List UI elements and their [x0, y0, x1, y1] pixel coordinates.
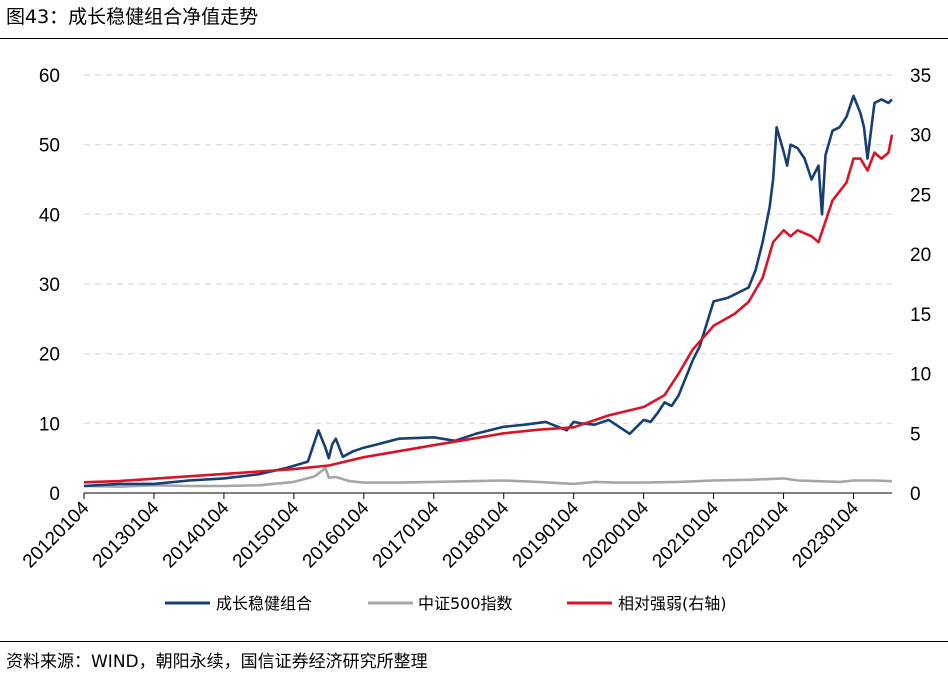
footer-divider: [0, 641, 948, 642]
x-tick-label: 20160104: [299, 497, 374, 572]
x-tick-label: 20120104: [19, 497, 94, 572]
legend-label: 成长稳健组合: [216, 594, 312, 613]
y-axis-left: 0 10 20 30 40 50 60: [39, 66, 60, 505]
x-tick-label: 20180104: [439, 497, 514, 572]
y-right-tick-label: 25: [910, 185, 931, 206]
y-left-tick-label: 50: [39, 136, 60, 157]
x-tick-label: 20150104: [229, 497, 304, 572]
relative-strength-series-line: [83, 134, 894, 484]
x-axis: 2012010420130104201401042015010420160104…: [19, 493, 863, 572]
x-tick-label: 20130104: [89, 497, 164, 572]
title-divider: [0, 38, 948, 39]
y-axis-right: 0 5 10 15 20 25 30 35: [910, 66, 931, 505]
y-left-tick-label: 0: [49, 484, 60, 505]
y-right-tick-label: 35: [910, 66, 931, 87]
plot-area: [83, 94, 894, 489]
y-right-tick-label: 30: [910, 126, 931, 147]
x-tick-label: 20170104: [369, 497, 444, 572]
x-tick-label: 20140104: [159, 497, 234, 572]
x-tick-label: 20190104: [509, 497, 584, 572]
x-tick-label: 20220104: [718, 497, 793, 572]
x-tick-label: 20200104: [579, 497, 654, 572]
page-title: 图43：成长稳健组合净值走势: [6, 6, 259, 28]
y-left-tick-label: 30: [39, 275, 60, 296]
y-left-tick-label: 10: [39, 414, 60, 435]
x-tick-label: 20230104: [788, 497, 863, 572]
x-tick-label: 20210104: [649, 497, 724, 572]
y-right-tick-label: 0: [910, 484, 921, 505]
csi500-series-line: [83, 466, 893, 489]
y-right-tick-label: 5: [910, 424, 921, 445]
legend-label: 相对强弱(右轴): [618, 594, 727, 613]
y-left-tick-label: 60: [39, 66, 60, 87]
legend: 成长稳健组合 中证500指数 相对强弱(右轴): [165, 594, 727, 613]
legend-label: 中证500指数: [418, 594, 513, 613]
y-left-tick-label: 20: [39, 345, 60, 366]
source-note: 资料来源：WIND，朝阳永续，国信证券经济研究所整理: [6, 652, 428, 672]
y-left-tick-label: 40: [39, 205, 60, 226]
y-right-tick-label: 10: [910, 365, 931, 386]
gridlines: [84, 74, 892, 424]
y-right-tick-label: 15: [910, 305, 931, 326]
y-right-tick-label: 20: [910, 245, 931, 266]
growth-series-line: [83, 94, 893, 488]
